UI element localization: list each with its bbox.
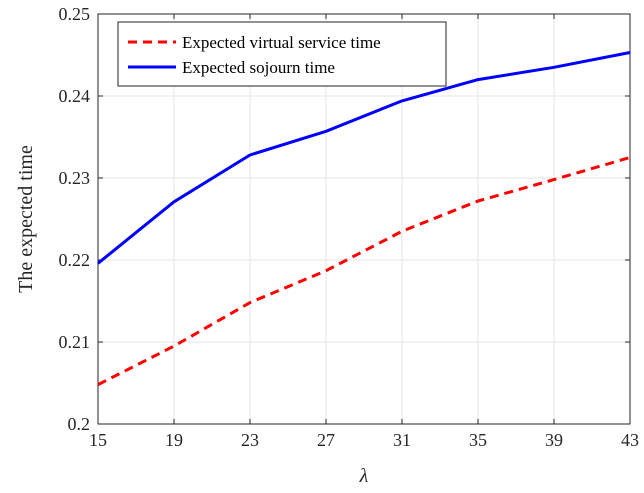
y-tick-label: 0.2	[68, 414, 91, 434]
x-tick-label: 43	[621, 430, 639, 450]
series-lines	[97, 51, 631, 386]
series-line-0	[97, 156, 631, 386]
x-tick-label: 23	[241, 430, 259, 450]
x-tick-label: 31	[393, 430, 411, 450]
y-axis-label: The expected time	[15, 145, 37, 293]
axis-ticks: 15 19 23 27 31 35 39 43 0.2 0.21 0.22 0.23 0.24 0.25	[59, 4, 640, 450]
y-tick-label: 0.25	[59, 4, 91, 24]
series-line-1	[97, 51, 631, 265]
x-axis-label: λ	[359, 465, 369, 487]
x-tick-label: 39	[545, 430, 563, 450]
x-tick-label: 35	[469, 430, 487, 450]
legend: Expected virtual service time Expected s…	[117, 21, 447, 87]
x-tick-label: 27	[317, 430, 335, 450]
y-tick-label: 0.23	[59, 168, 91, 188]
x-tick-label: 19	[165, 430, 183, 450]
legend-label-virtual-service: Expected virtual service time	[182, 33, 381, 52]
x-tick-label: 15	[89, 430, 107, 450]
y-tick-label: 0.22	[59, 250, 91, 270]
plot-frame	[97, 13, 631, 425]
y-tick-label: 0.21	[59, 332, 91, 352]
legend-label-sojourn: Expected sojourn time	[182, 58, 335, 77]
y-tick-label: 0.24	[59, 86, 91, 106]
legend-box	[117, 21, 447, 87]
